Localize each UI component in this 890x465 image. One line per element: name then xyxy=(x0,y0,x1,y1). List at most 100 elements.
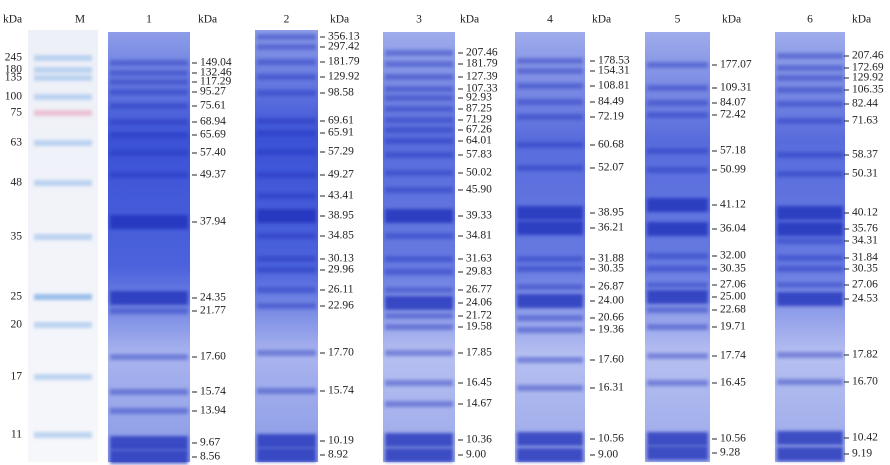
protein-band xyxy=(385,380,453,386)
protein-band xyxy=(385,350,453,356)
protein-band xyxy=(647,198,708,212)
lane-label: 1 xyxy=(146,14,152,26)
marker-band xyxy=(34,432,92,438)
band-label: 15.74 xyxy=(200,386,226,398)
band-label: 8.56 xyxy=(200,451,220,463)
protein-band xyxy=(517,206,583,220)
band-label: 57.40 xyxy=(200,147,226,159)
marker-label: 17 xyxy=(11,371,23,383)
band-label: 30.35 xyxy=(598,263,624,275)
band-label: 75.61 xyxy=(200,100,226,112)
marker-band xyxy=(34,234,92,240)
marker-label: 75 xyxy=(11,107,23,119)
protein-band xyxy=(385,127,453,133)
protein-band xyxy=(385,187,453,193)
protein-band xyxy=(647,307,708,313)
band-label: 60.68 xyxy=(598,139,624,151)
unit-label: kDa xyxy=(3,14,22,26)
marker-band xyxy=(34,110,92,116)
band-label: 10.56 xyxy=(598,433,624,445)
protein-band xyxy=(257,34,316,40)
protein-band xyxy=(647,266,708,272)
marker-label: 100 xyxy=(5,91,23,103)
protein-band xyxy=(647,253,708,259)
band-label: 37.94 xyxy=(200,216,226,228)
marker-label: 11 xyxy=(11,429,22,441)
protein-band xyxy=(647,222,708,236)
band-label: 84.49 xyxy=(598,96,624,108)
band-label: 45.90 xyxy=(466,184,492,196)
protein-band xyxy=(647,100,708,106)
protein-band xyxy=(517,68,583,74)
protein-band xyxy=(110,119,188,125)
protein-band xyxy=(257,74,316,80)
marker-label: 63 xyxy=(11,137,23,149)
marker-band xyxy=(34,75,92,81)
marker-band xyxy=(34,180,92,186)
band-label: 20.66 xyxy=(598,312,624,324)
protein-band xyxy=(777,431,843,445)
protein-band xyxy=(257,59,316,65)
band-label: 16.31 xyxy=(598,382,624,394)
band-label: 17.60 xyxy=(200,351,226,363)
band-label: 31.63 xyxy=(466,253,492,265)
protein-band xyxy=(517,114,583,120)
protein-band xyxy=(385,433,453,447)
protein-band xyxy=(385,296,453,310)
protein-band xyxy=(257,267,316,273)
protein-band xyxy=(110,215,188,229)
protein-band xyxy=(647,353,708,359)
unit-label: kDa xyxy=(722,14,741,26)
protein-band xyxy=(385,86,453,92)
lane-label: 4 xyxy=(547,14,553,26)
protein-band xyxy=(517,99,583,105)
gel-lane xyxy=(108,32,190,462)
protein-band xyxy=(110,70,188,76)
band-label: 32.00 xyxy=(720,250,746,262)
protein-band xyxy=(517,142,583,148)
protein-band xyxy=(110,408,188,414)
band-label: 29.83 xyxy=(466,266,492,278)
protein-band xyxy=(110,132,188,138)
band-label: 109.31 xyxy=(720,82,752,94)
protein-band xyxy=(257,130,316,136)
band-label: 41.12 xyxy=(720,199,746,211)
band-label: 40.12 xyxy=(852,207,878,219)
band-label: 10.42 xyxy=(852,432,878,444)
lane-label: 5 xyxy=(675,14,681,26)
protein-band xyxy=(385,256,453,262)
protein-band xyxy=(777,238,843,244)
band-label: 19.71 xyxy=(720,321,746,333)
band-label: 181.79 xyxy=(328,56,360,68)
protein-band xyxy=(777,118,843,124)
band-label: 24.35 xyxy=(200,292,226,304)
marker-band xyxy=(34,94,92,100)
band-label: 38.95 xyxy=(598,207,624,219)
protein-band xyxy=(647,167,708,173)
band-label: 57.18 xyxy=(720,145,746,157)
band-label: 26.87 xyxy=(598,281,624,293)
band-label: 65.91 xyxy=(328,127,354,139)
band-label: 13.94 xyxy=(200,405,226,417)
protein-band xyxy=(257,287,316,293)
gel-lane xyxy=(515,32,585,462)
band-label: 297.42 xyxy=(328,41,360,53)
marker-label: 135 xyxy=(5,72,23,84)
protein-band xyxy=(777,101,843,107)
band-label: 43.41 xyxy=(328,190,354,202)
band-label: 50.31 xyxy=(852,168,878,180)
band-label: 49.27 xyxy=(328,169,354,181)
band-label: 38.95 xyxy=(328,210,354,222)
protein-band xyxy=(385,209,453,223)
protein-band xyxy=(257,193,316,199)
protein-band xyxy=(647,432,708,446)
protein-band xyxy=(647,85,708,91)
protein-band xyxy=(385,106,453,112)
protein-band xyxy=(517,83,583,89)
unit-label: kDa xyxy=(460,14,479,26)
band-label: 52.07 xyxy=(598,162,624,174)
protein-band xyxy=(385,269,453,275)
protein-band xyxy=(777,87,843,93)
marker-label: 245 xyxy=(5,52,23,64)
protein-band xyxy=(777,255,843,261)
